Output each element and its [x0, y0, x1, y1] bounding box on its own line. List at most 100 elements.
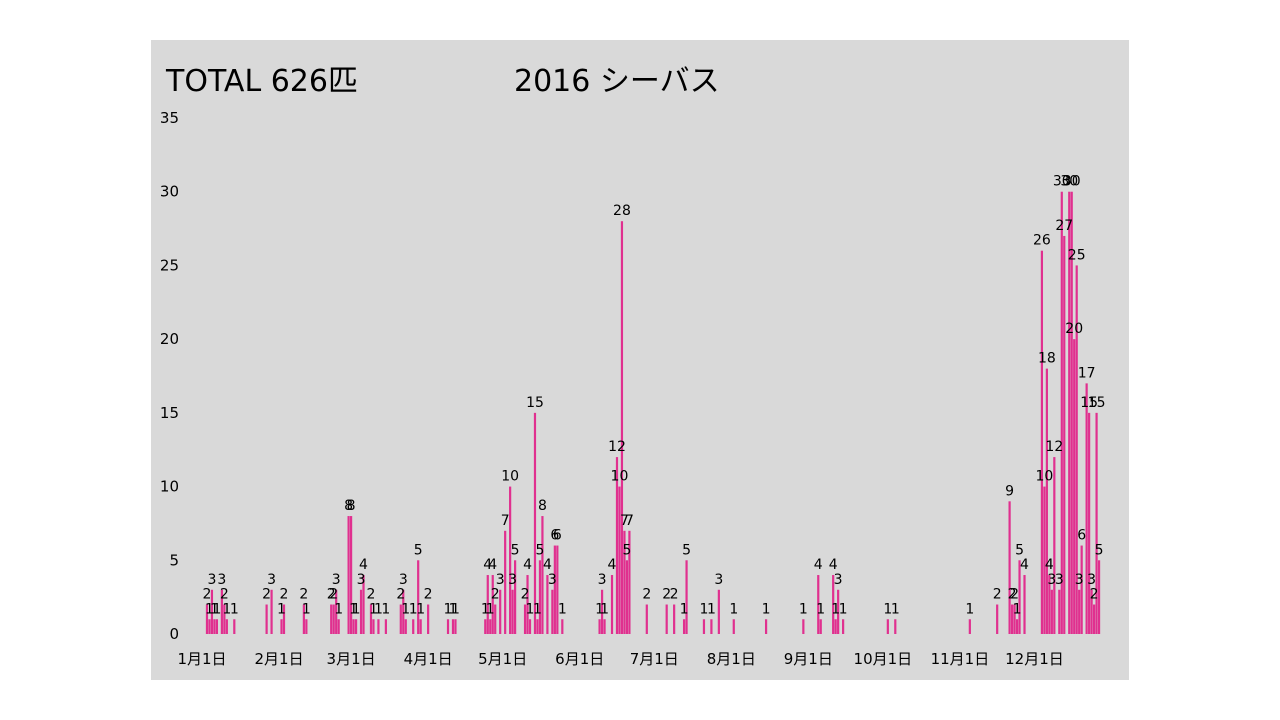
bar [270, 589, 273, 634]
data-label: 3 [267, 572, 276, 588]
bar [282, 604, 286, 634]
bar [685, 560, 688, 634]
bar [1090, 589, 1093, 634]
bar [528, 619, 532, 634]
data-label: 1 [349, 601, 358, 617]
y-tick-label: 15 [160, 404, 179, 422]
total-count: TOTAL 626匹 [166, 64, 358, 99]
data-label: 1 [222, 601, 231, 617]
bar [598, 619, 601, 634]
bar [968, 619, 971, 634]
data-label: 15 [1080, 395, 1098, 411]
bar [369, 604, 373, 634]
data-label: 3 [1047, 572, 1056, 588]
data-label: 1 [600, 601, 609, 617]
data-label: 3 [332, 572, 341, 588]
data-label: 1 [707, 601, 716, 617]
bar [305, 619, 308, 634]
bar [832, 575, 835, 634]
y-tick-label: 25 [160, 256, 179, 274]
data-label: 3 [508, 572, 517, 588]
y-tick-label: 0 [169, 625, 179, 643]
data-label: 4 [523, 557, 532, 573]
data-label: 2 [662, 587, 671, 603]
bar [494, 604, 497, 634]
data-label: 8 [347, 498, 356, 514]
data-label: 4 [488, 557, 497, 573]
bar [625, 560, 629, 634]
bar [603, 619, 606, 634]
data-label: 7 [620, 513, 629, 529]
y-tick-label: 5 [169, 551, 179, 569]
bar [451, 619, 455, 634]
data-label: 30 [1060, 174, 1078, 190]
data-label: 1 [230, 601, 239, 617]
bar [511, 589, 514, 634]
data-label: 1 [416, 601, 425, 617]
bar [538, 560, 542, 634]
data-label: 2 [396, 587, 405, 603]
data-label: 2 [220, 587, 229, 603]
bar [210, 589, 214, 634]
data-label: 2 [521, 587, 530, 603]
bar [645, 604, 648, 634]
y-axis: 0 5 10 15 20 25 30 35 [160, 109, 179, 643]
bar [1097, 560, 1101, 634]
bar [372, 619, 375, 634]
bar [837, 589, 840, 634]
bar [1060, 191, 1063, 634]
bar [618, 486, 621, 634]
data-label: 4 [483, 557, 492, 573]
x-tick-label: 8月1日 [707, 650, 756, 668]
bar [996, 604, 999, 634]
bar [600, 589, 604, 634]
bar [349, 516, 353, 634]
data-label: 2 [329, 587, 338, 603]
data-label: 1 [533, 601, 542, 617]
bar [1043, 486, 1046, 634]
data-label: 3 [496, 572, 505, 588]
bar [1013, 604, 1016, 634]
bar [702, 619, 706, 634]
bar [330, 604, 333, 634]
bar [265, 604, 268, 634]
data-label: 3 [834, 572, 843, 588]
bar [504, 530, 507, 634]
data-label: 2 [642, 587, 651, 603]
data-label: 26 [1033, 233, 1051, 249]
bar [732, 619, 735, 634]
bar [484, 619, 487, 634]
bar [523, 604, 527, 634]
data-label: 5 [414, 542, 423, 558]
bar [610, 575, 614, 634]
data-label: 17 [1078, 365, 1096, 381]
data-label: 2 [1008, 587, 1017, 603]
bar [208, 619, 211, 634]
bar [359, 589, 363, 634]
data-label: 15 [1088, 395, 1106, 411]
bar [1058, 589, 1061, 634]
data-label: 2 [327, 587, 336, 603]
bar [225, 619, 228, 634]
data-label: 1 [526, 601, 535, 617]
data-label: 1 [212, 601, 221, 617]
bar [817, 575, 820, 634]
data-label: 4 [608, 557, 617, 573]
data-label: 4 [543, 557, 552, 573]
bar [1095, 412, 1098, 634]
y-tick-label: 10 [160, 478, 179, 496]
data-label: 1 [481, 601, 490, 617]
data-label: 1 [486, 601, 495, 617]
data-label: 10 [1035, 469, 1053, 485]
data-label: 2 [670, 587, 679, 603]
data-label: 10 [501, 469, 519, 485]
bar [673, 604, 676, 634]
data-label: 25 [1068, 247, 1086, 263]
data-label: 1 [891, 601, 900, 617]
bar [886, 619, 889, 634]
bar [215, 619, 219, 634]
bar [205, 604, 209, 634]
data-label: 6 [553, 528, 562, 544]
bar [362, 575, 365, 634]
data-label: 6 [1077, 528, 1086, 544]
